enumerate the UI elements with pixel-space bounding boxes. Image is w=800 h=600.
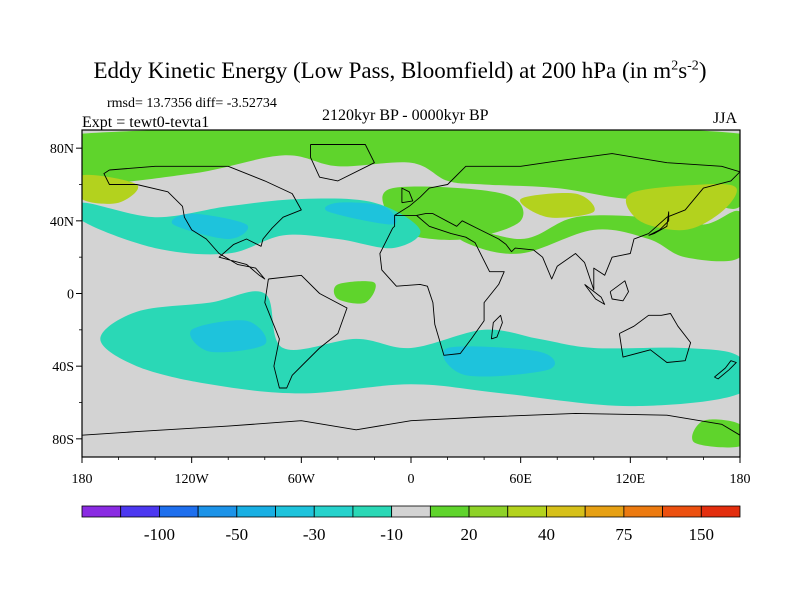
- region-level-40-5: [520, 192, 595, 218]
- coastline-eurasia-north: [394, 153, 740, 291]
- region-level-minus30-12: [324, 202, 397, 225]
- x-tick-label: 180: [730, 472, 751, 487]
- colorbar-label: -50: [225, 525, 248, 544]
- coastline-uk: [401, 187, 414, 204]
- x-tick-label: 60E: [509, 472, 532, 487]
- coastline-new-zealand: [714, 360, 737, 380]
- x-tick-label: 120E: [616, 472, 646, 487]
- coastline-sumatra: [584, 284, 606, 305]
- coastline-antarctica: [82, 412, 740, 436]
- colorbar-label: 150: [689, 525, 715, 544]
- region-level-minus30-14: [442, 346, 555, 377]
- period-label: 2120kyr BP - 0000kyr BP: [322, 107, 489, 124]
- colorbar-swatch: [236, 505, 276, 518]
- coastline-borneo: [609, 280, 629, 302]
- coastline-south-america: [264, 274, 348, 389]
- colorbar-swatch: [81, 505, 122, 518]
- colorbar-swatch: [584, 505, 625, 518]
- y-tick-label: 80S: [52, 433, 74, 448]
- colorbar-swatch: [197, 505, 238, 518]
- coastline-australia: [618, 313, 692, 363]
- rmsd-label: rmsd= 13.7356 diff= -3.52734: [107, 96, 277, 111]
- colorbar-swatch: [662, 505, 702, 518]
- colorbar-swatch: [391, 505, 431, 518]
- colorbar-swatch: [352, 505, 393, 518]
- coastline-japan: [648, 211, 670, 236]
- experiment-label: Expt = tewt0-tevta1: [82, 114, 210, 131]
- x-axis: 180 120W 60W 0 60E 120E 180: [72, 457, 751, 487]
- coastline-madagascar: [490, 314, 503, 340]
- coastline-greenland: [310, 144, 375, 182]
- region-level-minus10-10: [100, 291, 740, 407]
- colorbar-swatch: [700, 505, 741, 518]
- region-level-20-8: [692, 419, 740, 448]
- title-close: ): [698, 58, 707, 83]
- colorbar-label: 40: [538, 525, 555, 544]
- region-level-minus30-11: [171, 213, 249, 239]
- y-tick-label: 40N: [50, 215, 74, 230]
- y-tick-label: 80N: [50, 142, 74, 157]
- title-exponent-1: 2: [671, 58, 679, 74]
- coastlines: [82, 144, 740, 436]
- title-unit-s: s: [678, 58, 688, 83]
- x-tick-label: 60W: [288, 472, 316, 487]
- colorbar-swatch: [159, 505, 199, 518]
- title-exponent-2: -2: [687, 58, 699, 74]
- colorbar-label: 75: [615, 525, 632, 544]
- colorbar-label: -30: [303, 525, 326, 544]
- x-tick-label: 180: [72, 472, 93, 487]
- chart-title: Eddy Kinetic Energy (Low Pass, Bloomfiel…: [0, 58, 800, 84]
- y-axis: 80N 40N 0 40S 80S: [50, 142, 82, 448]
- region-level-20-6: [333, 281, 376, 304]
- coastline-north-america: [103, 165, 302, 280]
- title-main: Eddy Kinetic Energy (Low Pass, Bloomfiel…: [93, 58, 672, 83]
- colorbar-swatch: [275, 505, 315, 518]
- colorbar: -100 -50 -30 -10 20 40 75 150: [81, 505, 741, 544]
- y-tick-label: 0: [67, 288, 74, 303]
- season-label: JJA: [713, 110, 738, 127]
- colorbar-label: 20: [461, 525, 478, 544]
- colorbar-label: -100: [144, 525, 175, 544]
- region-level-minus30-13: [190, 320, 267, 353]
- anomaly-regions: [82, 130, 740, 448]
- x-tick-label: 0: [408, 472, 415, 487]
- colorbar-label: -10: [380, 525, 403, 544]
- colorbar-swatch: [507, 505, 547, 518]
- colorbar-swatch: [429, 505, 470, 518]
- region-level-40-4: [82, 174, 139, 204]
- region-level-20-0: [82, 130, 740, 209]
- colorbar-swatch: [468, 505, 509, 518]
- x-tick-label: 120W: [175, 472, 210, 487]
- coastline-africa-eurasia: [379, 214, 505, 356]
- colorbar-swatch: [313, 505, 354, 518]
- colorbar-swatch: [623, 505, 663, 518]
- colorbar-swatch: [546, 505, 586, 518]
- region-level-40-3: [625, 184, 737, 231]
- y-tick-label: 40S: [52, 360, 74, 375]
- colorbar-swatch: [120, 505, 160, 518]
